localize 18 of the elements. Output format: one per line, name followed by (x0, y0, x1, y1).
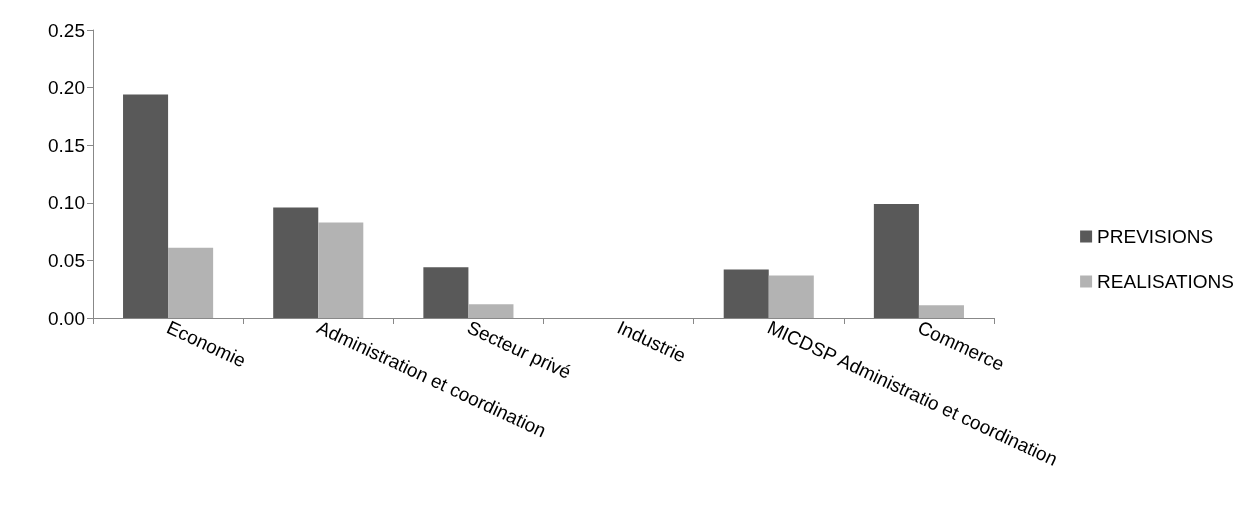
y-tick-label: 0.00 (48, 307, 85, 329)
y-tick-label: 0.15 (48, 134, 85, 156)
y-tick-label: 0.20 (48, 77, 85, 99)
bar (123, 94, 169, 318)
bar (168, 247, 214, 318)
bar (873, 203, 919, 318)
bar (423, 267, 469, 318)
bar (723, 269, 769, 318)
bar (468, 304, 514, 318)
y-tick-label: 0.25 (48, 19, 85, 41)
legend-label: PREVISIONS (1097, 226, 1214, 247)
legend-label: REALISATIONS (1097, 271, 1234, 292)
bar (273, 207, 319, 318)
y-tick-label: 0.10 (48, 192, 85, 214)
bar (768, 275, 814, 318)
bar (918, 305, 964, 318)
y-tick-label: 0.05 (48, 249, 85, 271)
bar (318, 222, 364, 318)
